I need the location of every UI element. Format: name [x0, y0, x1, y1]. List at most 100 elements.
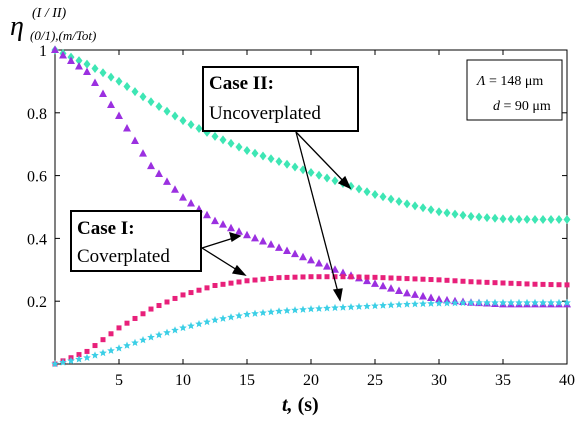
data-point-square	[516, 281, 522, 287]
annotation-case-1: Case I: Coverplated	[70, 210, 202, 272]
data-point-diamond	[427, 205, 435, 215]
data-point-triangle	[315, 259, 323, 267]
data-point-star	[563, 298, 571, 307]
data-point-square	[252, 277, 258, 283]
data-point-diamond	[187, 120, 195, 130]
x-tick-label: 20	[303, 372, 319, 389]
data-point-star	[123, 341, 131, 349]
data-point-diamond	[315, 170, 323, 180]
data-point-square	[84, 348, 90, 354]
data-point-square	[172, 295, 178, 301]
data-point-triangle	[395, 286, 403, 294]
data-point-square	[292, 274, 298, 280]
data-point-star	[51, 360, 59, 368]
data-point-square	[284, 274, 290, 280]
data-point-triangle	[139, 149, 147, 157]
data-point-square	[188, 290, 194, 296]
data-point-diamond	[91, 63, 99, 73]
data-point-diamond	[99, 68, 107, 78]
data-point-star	[59, 358, 67, 366]
data-point-square	[124, 320, 130, 326]
data-point-square	[164, 299, 170, 305]
data-point-square	[308, 274, 314, 280]
data-point-diamond	[83, 59, 91, 69]
data-point-diamond	[347, 181, 355, 191]
data-point-square	[244, 278, 250, 284]
data-point-triangle	[227, 223, 235, 232]
arrow-case2-diamond	[295, 131, 351, 189]
data-point-triangle	[107, 100, 115, 108]
y-tick-label: 1	[39, 43, 47, 60]
data-point-triangle	[203, 210, 211, 219]
data-point-square	[196, 287, 202, 293]
data-point-diamond	[387, 194, 395, 204]
data-point-diamond	[491, 213, 499, 223]
data-point-square	[116, 325, 122, 331]
data-point-diamond	[139, 92, 147, 102]
data-point-triangle	[171, 185, 179, 193]
data-point-triangle	[83, 67, 91, 75]
data-point-triangle	[243, 230, 251, 239]
data-point-star	[331, 303, 339, 312]
data-point-star	[419, 299, 427, 308]
data-point-star	[459, 298, 467, 307]
data-point-square	[476, 279, 482, 285]
data-point-triangle	[419, 291, 427, 300]
data-point-star	[379, 301, 387, 309]
data-point-square	[468, 279, 474, 285]
data-point-triangle	[411, 290, 419, 298]
annotation-case-2-text: Uncoverplated	[209, 103, 321, 124]
data-point-star	[539, 298, 547, 307]
data-point-diamond	[75, 56, 83, 66]
data-point-square	[540, 281, 546, 287]
data-point-star	[227, 313, 235, 321]
data-point-star	[75, 355, 83, 363]
data-point-star	[219, 314, 227, 322]
data-point-square	[524, 281, 530, 287]
y-label-main: η	[10, 11, 24, 42]
data-point-diamond	[459, 210, 467, 220]
x-tick-label: 15	[239, 372, 255, 389]
data-point-square	[300, 274, 306, 280]
data-point-square	[76, 352, 82, 358]
data-point-diamond	[131, 87, 139, 97]
arrowhead-case2-star	[332, 288, 343, 302]
series-square	[52, 274, 570, 367]
data-point-square	[492, 280, 498, 286]
data-point-diamond	[147, 97, 155, 107]
data-point-star	[195, 319, 203, 328]
data-point-square	[324, 274, 330, 280]
data-point-diamond	[291, 162, 299, 172]
x-tick-label: 40	[559, 372, 575, 389]
data-point-triangle	[403, 288, 411, 297]
data-point-diamond	[235, 142, 243, 152]
data-point-star	[251, 309, 259, 317]
data-point-square	[428, 277, 434, 283]
data-point-star	[99, 349, 107, 357]
data-point-diamond	[563, 215, 571, 225]
data-point-star	[291, 306, 299, 314]
param-line-2-symbol: d	[493, 99, 501, 114]
data-point-star	[371, 301, 379, 310]
data-point-star	[171, 326, 179, 334]
data-point-square	[132, 315, 138, 321]
data-point-star	[443, 299, 451, 307]
annotation-case-1-title: Case I:	[77, 218, 135, 239]
data-point-star	[499, 298, 507, 307]
data-point-diamond	[227, 138, 235, 148]
data-point-star	[451, 299, 459, 307]
data-point-star	[299, 305, 307, 313]
data-point-diamond	[251, 148, 259, 158]
data-point-star	[107, 346, 115, 354]
data-point-star	[515, 298, 523, 307]
data-point-square	[268, 275, 274, 281]
data-point-diamond	[243, 145, 251, 155]
data-point-star	[187, 321, 195, 330]
y-tick-label: 0.8	[27, 106, 47, 123]
data-point-triangle	[163, 177, 171, 185]
data-point-star	[147, 333, 155, 341]
data-point-square	[548, 282, 554, 288]
x-tick-label: 30	[431, 372, 447, 389]
data-point-square	[436, 277, 442, 283]
data-point-triangle	[251, 233, 259, 242]
